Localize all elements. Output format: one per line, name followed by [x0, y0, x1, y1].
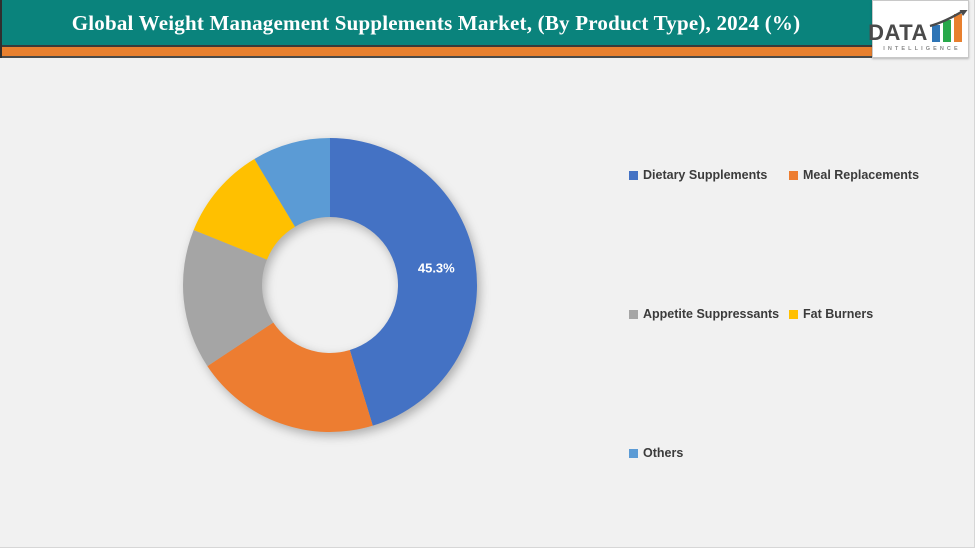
- donut-data-label: 45.3%: [418, 261, 455, 276]
- legend-item-fat-burners: Fat Burners: [789, 305, 873, 323]
- legend-swatch-light-blue: [629, 448, 638, 458]
- header-banner: Global Weight Management Supplements Mar…: [0, 0, 872, 58]
- donut-slice-dietary-supplements: [330, 138, 478, 426]
- logo-tagline: INTELLIGENCE: [883, 45, 961, 52]
- legend-swatch-blue: [629, 170, 638, 180]
- donut-slice-appetite-suppressants: [183, 230, 274, 367]
- legend-swatch-orange: [789, 170, 798, 180]
- legend-label: Meal Replacements: [803, 168, 920, 182]
- legend-label: Others: [643, 446, 684, 460]
- divider-line: [0, 56, 872, 58]
- legend-label: Fat Burners: [803, 307, 874, 321]
- bar-chart-arrow-icon: [929, 7, 973, 44]
- legend-swatch-yellow: [789, 309, 798, 319]
- logo-text: DATA: [868, 19, 928, 45]
- legend-item-dietary-supplements: Dietary Supplements: [629, 166, 767, 184]
- logo: DATA INTELLIGENCE: [868, 0, 969, 58]
- legend-item-meal-replacements: Meal Replacements: [789, 166, 919, 184]
- page-title: Global Weight Management Supplements Mar…: [71, 11, 801, 35]
- left-edge-line: [0, 0, 2, 58]
- title-band: Global Weight Management Supplements Mar…: [0, 0, 872, 45]
- legend-item-appetite-suppressants: Appetite Suppressants: [629, 305, 779, 323]
- donut-slice-meal-replacements: [207, 322, 373, 433]
- legend-swatch-gray: [629, 309, 638, 319]
- legend-label: Dietary Supplements: [643, 168, 768, 182]
- legend-item-others: Others: [629, 444, 683, 462]
- divider-line: [0, 45, 872, 47]
- accent-bar: [0, 47, 872, 56]
- donut-slice-others: [254, 138, 330, 227]
- legend-label: Appetite Suppressants: [643, 307, 780, 321]
- donut-slice-fat-burners: [193, 158, 296, 260]
- logo-wordmark: DATA: [868, 7, 973, 45]
